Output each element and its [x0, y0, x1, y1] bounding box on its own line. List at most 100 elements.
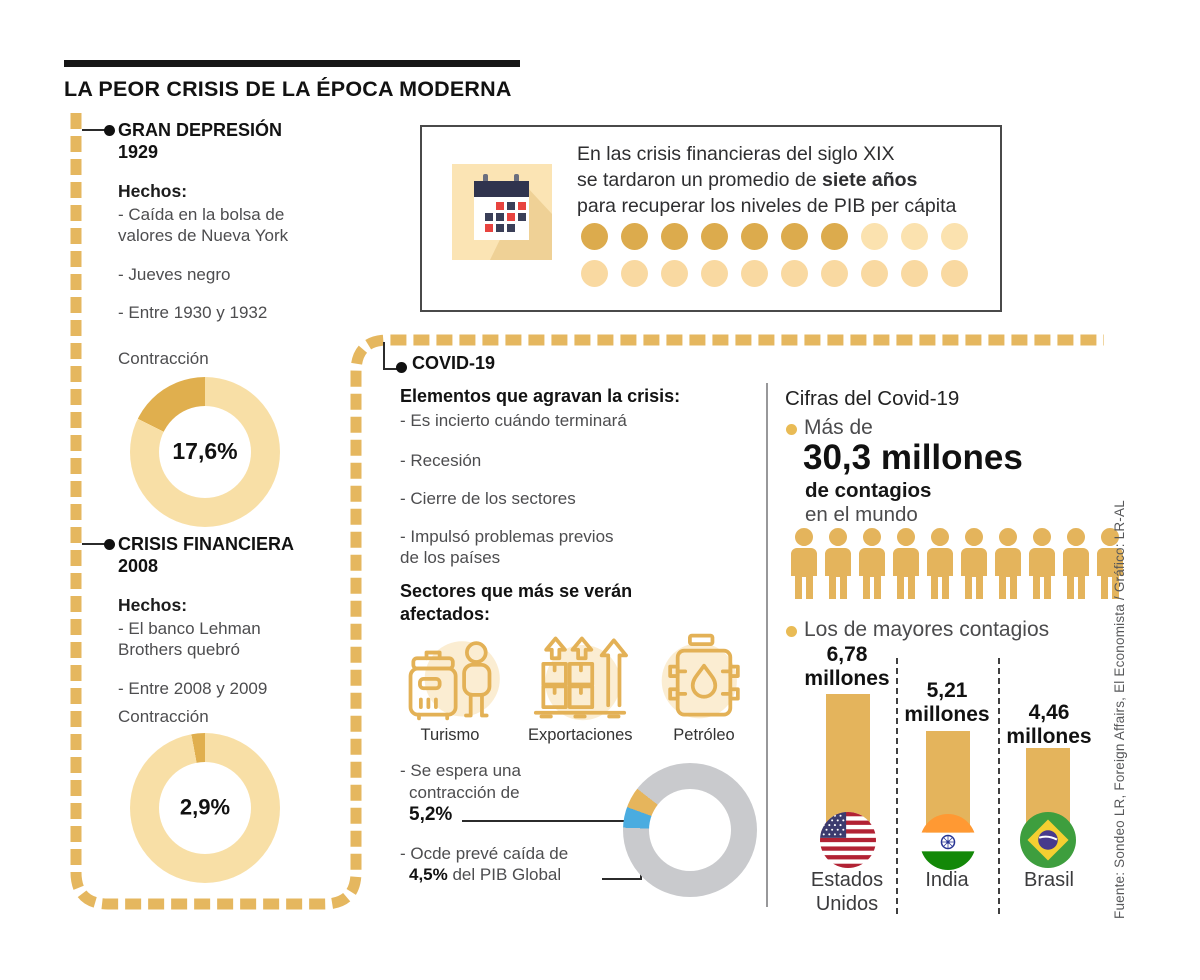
- connector-line: [82, 543, 106, 545]
- year-dot-filled: [781, 223, 808, 250]
- year-dot-empty: [661, 260, 688, 287]
- sector-label: Petróleo: [673, 726, 735, 744]
- year-dot-filled: [821, 223, 848, 250]
- section-title-crisis2008: CRISIS FINANCIERA 2008: [118, 534, 295, 576]
- tourism-icon: [408, 641, 500, 721]
- bullet-icon: [786, 424, 797, 435]
- xix-line2-pre: se tardaron un promedio de: [577, 169, 822, 191]
- title-rule: [64, 60, 520, 67]
- person-icon: [856, 527, 888, 601]
- donut-hole: [159, 762, 251, 854]
- section-title-depression: GRAN DEPRESIÓN 1929: [118, 120, 283, 162]
- year-dot-empty: [741, 260, 768, 287]
- xix-line1: En las crisis financieras del siglo XIX: [577, 143, 895, 165]
- fact-item: - Entre 2008 y 2009: [118, 679, 268, 698]
- years-pictogram-row1: [581, 223, 968, 250]
- years-pictogram-row2: [581, 260, 968, 287]
- fact-item: - Entre 1930 y 1932: [118, 303, 268, 322]
- note-value: 5,2%: [409, 804, 453, 825]
- contagios-sublabel: de contagios: [805, 479, 932, 502]
- covid-element: - Cierre de los sectores: [400, 489, 576, 508]
- person-icon: [1060, 527, 1092, 601]
- note-line: contracción de: [409, 783, 520, 802]
- country-separator: [896, 658, 898, 914]
- year-dot-empty: [941, 223, 968, 250]
- column-divider: [766, 383, 768, 907]
- year-dot-empty: [901, 260, 928, 287]
- year-dot-empty: [581, 260, 608, 287]
- cifras-title: Cifras del Covid-19: [785, 387, 960, 410]
- sector-label: Exportaciones: [528, 726, 633, 744]
- contagios-value: 30,3 millones: [803, 438, 1023, 477]
- donut-value: 2,9%: [179, 794, 231, 820]
- contraction-label: Contracción: [118, 707, 209, 726]
- year-dot-filled: [741, 223, 768, 250]
- year-dot-empty: [781, 260, 808, 287]
- xix-line2-bold: siete años: [822, 169, 918, 191]
- sector-turismo: Turismo: [398, 630, 502, 744]
- year-dot-empty: [621, 260, 648, 287]
- country-value: 4,46 millones: [1006, 701, 1092, 748]
- brazil-flag-icon: [1020, 812, 1076, 868]
- page-title: LA PEOR CRISIS DE LA ÉPOCA MODERNA: [64, 77, 512, 101]
- bullet-icon: [786, 626, 797, 637]
- note-line: 4,5% del PIB Global: [409, 865, 561, 885]
- country-value: 5,21 millones: [904, 679, 990, 726]
- exports-icon: [533, 636, 628, 721]
- donut-hole: [159, 406, 251, 498]
- note-value: 4,5%: [409, 865, 448, 884]
- donut-chart-crisis2008: 2,9%: [130, 733, 280, 883]
- xix-line3: para recuperar los niveles de PIB per cá…: [577, 195, 957, 217]
- year-dot-empty: [901, 223, 928, 250]
- covid-element: - Recesión: [400, 451, 482, 470]
- people-pictogram: [788, 527, 1126, 601]
- person-icon: [890, 527, 922, 601]
- note-text: del PIB Global: [447, 865, 562, 884]
- covid-elements-label: Elementos que agravan la crisis:: [400, 386, 681, 406]
- contagios-sublabel2: en el mundo: [805, 503, 918, 526]
- facts-label: Hechos:: [118, 181, 188, 201]
- country-name: Estados Unidos: [810, 869, 884, 915]
- donut-hole: [649, 789, 731, 871]
- bullet-icon: [104, 539, 115, 550]
- donut-chart-depression: 17,6%: [130, 377, 280, 527]
- mayores-contagios-label: Los de mayores contagios: [804, 618, 1050, 641]
- note-line: - Ocde prevé caída de: [400, 844, 569, 863]
- bullet-icon: [104, 125, 115, 136]
- note-line: - Se espera una: [400, 761, 521, 780]
- covid-sectors-label: Sectores que más se verán afectados:: [400, 581, 633, 624]
- fact-item: - El banco Lehman Brothers quebró: [118, 619, 261, 659]
- calendar-icon: [452, 164, 552, 260]
- year-dot-empty: [821, 260, 848, 287]
- country-separator: [998, 658, 1000, 914]
- oil-icon: [661, 633, 740, 719]
- person-icon: [1026, 527, 1058, 601]
- person-icon: [788, 527, 820, 601]
- year-dot-empty: [941, 260, 968, 287]
- country-name: India: [925, 869, 969, 891]
- connector-line: [82, 129, 106, 131]
- source-credit: Fuente: Sondeo LR, Foreign Affairs, El E…: [1112, 500, 1127, 920]
- bullet-icon: [396, 362, 407, 373]
- usa-flag-icon: [820, 812, 876, 868]
- donut-value: 17,6%: [172, 437, 238, 464]
- sector-exportaciones: Exportaciones: [528, 630, 633, 744]
- year-dot-empty: [701, 260, 728, 287]
- year-dot-filled: [661, 223, 688, 250]
- covid-element: - Es incierto cuándo terminará: [400, 411, 627, 430]
- person-icon: [924, 527, 956, 601]
- india-flag-icon: [920, 814, 976, 870]
- year-dot-empty: [861, 260, 888, 287]
- person-icon: [958, 527, 990, 601]
- year-dot-empty: [861, 223, 888, 250]
- sector-petroleo: Petróleo: [652, 630, 756, 744]
- person-icon: [822, 527, 854, 601]
- donut-chart-gdp: [623, 763, 757, 897]
- fact-item: - Jueves negro: [118, 265, 231, 284]
- facts-label: Hechos:: [118, 595, 188, 615]
- year-dot-filled: [581, 223, 608, 250]
- person-icon: [992, 527, 1024, 601]
- country-value: 6,78 millones: [804, 643, 890, 690]
